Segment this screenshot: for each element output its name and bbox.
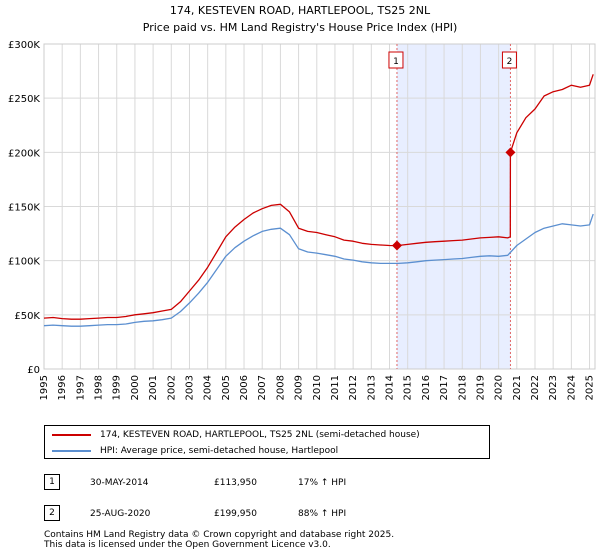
x-tick-label: 2007 xyxy=(257,375,268,400)
x-tick-label: 2018 xyxy=(457,375,468,400)
sale-marker-label: 2 xyxy=(507,57,513,67)
price-chart: 174, KESTEVEN ROAD, HARTLEPOOL, TS25 2NL… xyxy=(8,4,596,400)
x-tick-label: 2024 xyxy=(566,375,577,400)
footer-attribution: Contains HM Land Registry data © Crown c… xyxy=(44,530,394,550)
legend-label-hpi: HPI: Average price, semi-detached house,… xyxy=(100,446,339,456)
transaction-badge: 2 xyxy=(44,505,60,521)
x-tick-label: 2000 xyxy=(130,375,141,400)
x-tick-label: 2011 xyxy=(330,375,341,400)
x-tick-label: 2013 xyxy=(366,375,377,400)
x-tick-label: 2003 xyxy=(184,375,195,400)
transaction-badge: 1 xyxy=(44,474,60,490)
y-tick-label: £300K xyxy=(8,40,40,51)
x-tick-label: 2025 xyxy=(585,375,596,400)
transaction-price: £199,950 xyxy=(214,509,257,519)
x-tick-label: 2009 xyxy=(294,375,305,400)
y-tick-label: £50K xyxy=(14,311,40,322)
sale-marker-box xyxy=(501,51,517,69)
x-tick-label: 2021 xyxy=(512,375,523,400)
transaction-hpi: 17% ↑ HPI xyxy=(298,478,347,488)
chart-subtitle: Price paid vs. HM Land Registry's House … xyxy=(143,21,458,34)
y-tick-label: £250K xyxy=(8,94,40,105)
transaction-price: £113,950 xyxy=(214,478,257,488)
x-tick-label: 2015 xyxy=(403,375,414,400)
x-tick-label: 2019 xyxy=(475,375,486,400)
x-tick-label: 2002 xyxy=(166,375,177,400)
hpi-line xyxy=(43,213,594,327)
legend-swatch-hpi xyxy=(52,450,91,452)
legend-swatch-property xyxy=(52,434,91,436)
x-tick-label: 1998 xyxy=(94,375,105,400)
footer-line-2: This data is licensed under the Open Gov… xyxy=(44,540,331,550)
x-tick-label: 2004 xyxy=(203,375,214,400)
x-tick-label: 1997 xyxy=(75,375,86,400)
x-tick-label: 2014 xyxy=(385,375,396,400)
x-tick-label: 2017 xyxy=(439,375,450,400)
transaction-date: 25-AUG-2020 xyxy=(90,509,151,519)
y-tick-label: £200K xyxy=(8,148,40,159)
sale-marker-label: 1 xyxy=(393,57,399,67)
x-tick-label: 2023 xyxy=(548,375,559,400)
x-tick-label: 2006 xyxy=(239,375,250,400)
x-tick-label: 2010 xyxy=(312,375,323,400)
footer-line-1: Contains HM Land Registry data © Crown c… xyxy=(44,530,395,540)
x-tick-label: 1999 xyxy=(112,375,123,400)
x-tick-label: 2012 xyxy=(348,375,359,400)
chart-legend: 174, KESTEVEN ROAD, HARTLEPOOL, TS25 2NL… xyxy=(44,425,490,459)
property-price-line xyxy=(43,74,594,320)
x-tick-label: 2020 xyxy=(494,375,505,400)
sale-marker xyxy=(505,147,516,158)
sale-marker xyxy=(391,240,402,251)
legend-label-property: 174, KESTEVEN ROAD, HARTLEPOOL, TS25 2NL… xyxy=(100,430,420,440)
x-tick-label: 2001 xyxy=(148,375,159,400)
transaction-hpi: 88% ↑ HPI xyxy=(298,509,347,519)
y-tick-label: £100K xyxy=(8,257,40,268)
x-tick-label: 2008 xyxy=(275,375,286,400)
x-tick-label: 2016 xyxy=(421,375,432,400)
y-tick-label: £150K xyxy=(8,203,40,214)
sale-marker-box xyxy=(388,51,404,69)
x-tick-label: 2022 xyxy=(530,375,541,400)
x-tick-label: 1995 xyxy=(39,375,50,400)
transaction-date: 30-MAY-2014 xyxy=(90,478,149,488)
plot-border xyxy=(43,43,596,370)
x-tick-label: 2005 xyxy=(221,375,232,400)
chart-title: 174, KESTEVEN ROAD, HARTLEPOOL, TS25 2NL xyxy=(170,4,431,17)
x-tick-label: 1996 xyxy=(57,375,68,400)
y-tick-label: £0 xyxy=(27,365,40,376)
